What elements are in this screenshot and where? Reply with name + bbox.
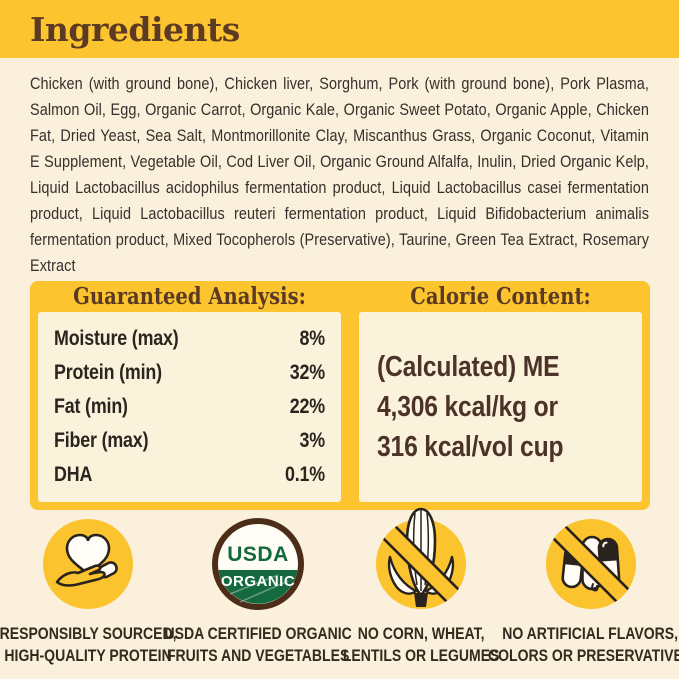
- ingredients-list-text: Chicken (with ground bone), Chicken live…: [30, 74, 649, 275]
- badge-caption: RESPONSIBLY SOURCED, HIGH-QUALITY PROTEI…: [0, 625, 177, 665]
- analysis-row: Moisture (max) 8%: [54, 327, 325, 351]
- analysis-label: DHA: [54, 463, 93, 486]
- badge-caption: NO ARTIFICIAL FLAVORS, COLORS OR PRESERV…: [488, 625, 679, 665]
- analysis-value: 8%: [299, 327, 326, 350]
- analysis-value: 3%: [299, 429, 326, 452]
- guaranteed-analysis-title: Guaranteed Analysis:: [73, 283, 306, 310]
- analysis-row: Fat (min) 22%: [54, 395, 325, 419]
- analysis-value: 32%: [289, 361, 326, 384]
- usda-organic-seal: USDA ORGANIC: [212, 518, 304, 610]
- ingredients-section: Chicken (with ground bone), Chicken live…: [30, 71, 649, 280]
- analysis-row: Fiber (max) 3%: [54, 429, 325, 453]
- analysis-label: Moisture (max): [54, 327, 179, 350]
- no-corn-icon: [376, 507, 466, 609]
- hand-holding-heart-icon: [43, 519, 133, 609]
- seal-text-usda: USDA: [227, 543, 289, 566]
- analysis-row: Protein (min) 32%: [54, 361, 325, 385]
- panel-body: Moisture (max) 8% Protein (min) 32% Fat …: [38, 312, 642, 502]
- analysis-value: 0.1%: [284, 463, 326, 486]
- badge-no-corn: NO CORN, WHEAT, LENTILS OR LEGUMES: [340, 507, 502, 667]
- ingredients-header-bar: Ingredients: [0, 0, 679, 58]
- badge-usda-organic: USDA ORGANIC USDA CERTIFIED ORGANIC FRUI…: [164, 518, 352, 667]
- badge-caption: NO CORN, WHEAT, LENTILS OR LEGUMES: [342, 625, 500, 665]
- calorie-line: (Calculated) ME: [377, 351, 560, 383]
- calorie-content-title: Calorie Content:: [410, 283, 591, 310]
- analysis-label: Fiber (max): [54, 429, 149, 452]
- calorie-text: (Calculated) ME 4,306 kcal/kg or 316 kca…: [377, 347, 602, 467]
- panel-headers: Guaranteed Analysis: Calorie Content:: [38, 281, 642, 312]
- badge-no-artificial: NO ARTIFICIAL FLAVORS, COLORS OR PRESERV…: [488, 518, 679, 667]
- page-title: Ingredients: [30, 9, 240, 49]
- analysis-row: DHA 0.1%: [54, 463, 325, 487]
- analysis-value: 22%: [289, 395, 326, 418]
- seal-text-organic: ORGANIC: [221, 573, 295, 590]
- analysis-label: Fat (min): [54, 395, 128, 418]
- calorie-line: 4,306 kcal/kg or: [377, 391, 558, 423]
- no-pills-icon: [545, 519, 636, 609]
- analysis-label: Protein (min): [54, 361, 162, 384]
- badge-caption: USDA CERTIFIED ORGANIC FRUITS AND VEGETA…: [164, 625, 352, 665]
- guaranteed-analysis-table: Moisture (max) 8% Protein (min) 32% Fat …: [38, 312, 341, 502]
- calorie-content-box: (Calculated) ME 4,306 kcal/kg or 316 kca…: [359, 312, 642, 502]
- analysis-rows: Moisture (max) 8% Protein (min) 32% Fat …: [54, 322, 325, 492]
- feature-badges-row: RESPONSIBLY SOURCED, HIGH-QUALITY PROTEI…: [0, 507, 679, 667]
- badge-responsibly-sourced: RESPONSIBLY SOURCED, HIGH-QUALITY PROTEI…: [0, 518, 176, 667]
- nutrition-panel: Guaranteed Analysis: Calorie Content: Mo…: [30, 281, 650, 510]
- calorie-line: 316 kcal/vol cup: [377, 431, 564, 463]
